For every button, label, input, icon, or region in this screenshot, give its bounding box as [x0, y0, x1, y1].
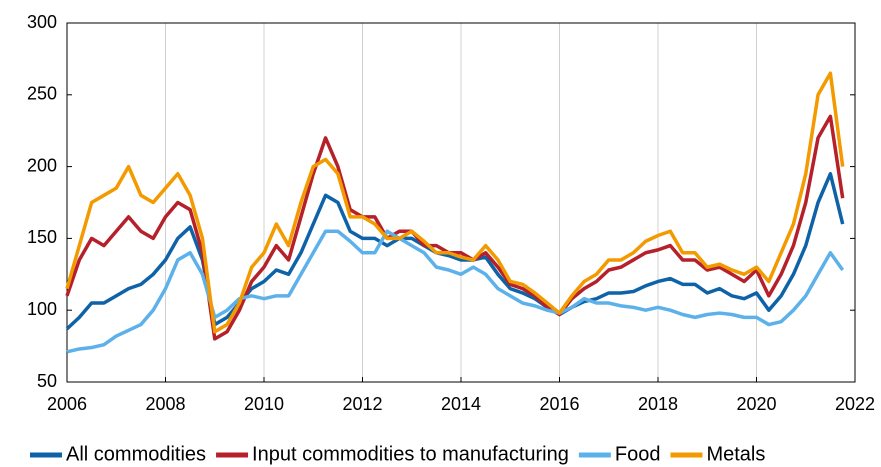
y-tick-label: 200: [27, 155, 57, 175]
x-tick-label: 2006: [47, 394, 87, 414]
series-line: [65, 172, 845, 331]
legend-label: All commodities: [66, 443, 206, 465]
legend-label: Metals: [706, 443, 765, 465]
legend: All commodities Input commodities to manu…: [30, 443, 765, 465]
y-tick-label: 50: [37, 371, 57, 391]
series-line: [65, 114, 845, 341]
y-tick-label: 100: [27, 299, 57, 319]
legend-label: Food: [615, 443, 661, 465]
y-tick-label: 300: [27, 12, 57, 32]
y-tick-label: 250: [27, 84, 57, 104]
x-tick-label: 2018: [638, 394, 678, 414]
y-tick-label: 150: [27, 227, 57, 247]
x-tick-label: 2016: [539, 394, 579, 414]
x-tick-label: 2012: [342, 394, 382, 414]
x-tick-label: 2010: [244, 394, 284, 414]
x-tick-label: 2022: [835, 394, 875, 414]
plot-frame: [66, 22, 856, 383]
x-tick-label: 2020: [736, 394, 776, 414]
x-tick-label: 2014: [441, 394, 481, 414]
series-line: [65, 71, 845, 334]
series-line: [66, 229, 845, 354]
legend-label: Input commodities to manufacturing: [252, 443, 569, 465]
x-tick-label: 2008: [145, 394, 185, 414]
